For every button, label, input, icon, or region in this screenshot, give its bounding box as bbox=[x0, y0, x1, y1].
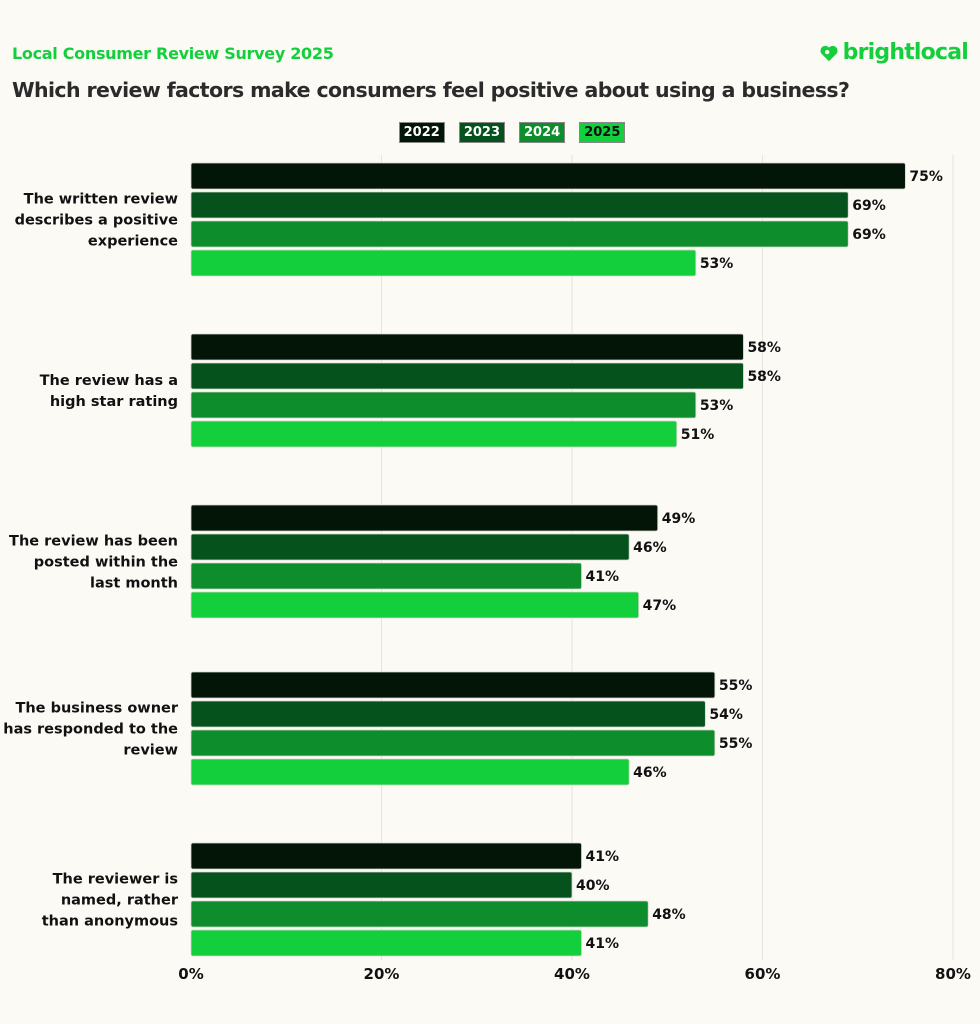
category-label: The review has been bbox=[9, 534, 178, 550]
value-label: 48% bbox=[652, 907, 686, 923]
bar-2025 bbox=[190, 929, 582, 957]
bar-2024 bbox=[190, 562, 582, 590]
value-label: 41% bbox=[586, 569, 620, 585]
value-label: 58% bbox=[747, 340, 781, 356]
bar-2024 bbox=[190, 729, 716, 757]
category-label: named, rather bbox=[61, 893, 179, 909]
value-label: 41% bbox=[586, 849, 620, 865]
bar-2025 bbox=[190, 758, 630, 786]
value-label: 54% bbox=[709, 707, 743, 723]
category-label: The business owner bbox=[15, 701, 178, 717]
value-label: 40% bbox=[576, 878, 610, 894]
bar-2023 bbox=[190, 191, 849, 219]
bar-2023 bbox=[190, 362, 744, 390]
value-label: 51% bbox=[681, 427, 715, 443]
x-tick-label: 20% bbox=[364, 965, 400, 983]
report-subtitle: Local Consumer Review Survey 2025 bbox=[12, 44, 334, 63]
bar-2022 bbox=[190, 504, 659, 532]
bar-2023 bbox=[190, 700, 706, 728]
bar-2022 bbox=[190, 333, 744, 361]
category-label: The written review bbox=[24, 192, 178, 208]
category-label: than anonymous bbox=[42, 914, 178, 930]
bar-2022 bbox=[190, 842, 582, 870]
value-label: 69% bbox=[852, 227, 886, 243]
category-label: The review has a bbox=[40, 373, 178, 389]
category-label: review bbox=[123, 743, 178, 759]
legend-2023: 2023 bbox=[458, 122, 505, 143]
bar-2025 bbox=[190, 420, 678, 448]
legend-2024: 2024 bbox=[519, 122, 566, 143]
category-label: experience bbox=[88, 234, 178, 250]
value-label: 53% bbox=[700, 256, 734, 272]
value-label: 69% bbox=[852, 198, 886, 214]
bar-2024 bbox=[190, 220, 849, 248]
value-label: 46% bbox=[633, 540, 667, 556]
value-label: 53% bbox=[700, 398, 734, 414]
category-label: has responded to the bbox=[3, 722, 178, 738]
bar-2023 bbox=[190, 871, 573, 899]
category-label: posted within the bbox=[34, 555, 178, 571]
x-tick-label: 60% bbox=[745, 965, 781, 983]
bar-2023 bbox=[190, 533, 630, 561]
bar-2024 bbox=[190, 391, 697, 419]
legend-2025: 2025 bbox=[579, 122, 626, 143]
category-label: describes a positive bbox=[15, 213, 179, 229]
value-label: 55% bbox=[719, 678, 753, 694]
chart-title: Which review factors make consumers feel… bbox=[12, 78, 850, 102]
bar-2025 bbox=[190, 249, 697, 277]
category-label: The reviewer is bbox=[53, 872, 178, 888]
value-label: 75% bbox=[909, 169, 943, 185]
bar-2024 bbox=[190, 900, 649, 928]
bar-2025 bbox=[190, 591, 640, 619]
brightlocal-logo: brightlocal bbox=[818, 40, 969, 65]
x-tick-label: 80% bbox=[935, 965, 971, 983]
x-tick-label: 40% bbox=[554, 965, 590, 983]
value-label: 41% bbox=[586, 936, 620, 952]
category-label: high star rating bbox=[50, 394, 178, 410]
legend-2022: 2022 bbox=[398, 122, 445, 143]
value-label: 58% bbox=[747, 369, 781, 385]
value-label: 55% bbox=[719, 736, 753, 752]
bar-2022 bbox=[190, 162, 906, 190]
value-label: 46% bbox=[633, 765, 667, 781]
value-label: 47% bbox=[643, 598, 677, 614]
chart-legend: 2022 2023 2024 2025 bbox=[0, 122, 980, 143]
x-tick-label: 0% bbox=[178, 965, 203, 983]
value-label: 49% bbox=[662, 511, 696, 527]
category-label: last month bbox=[90, 576, 178, 592]
logo-text: brightlocal bbox=[842, 40, 969, 65]
bar-2022 bbox=[190, 671, 716, 699]
heart-pin-icon bbox=[820, 45, 838, 61]
